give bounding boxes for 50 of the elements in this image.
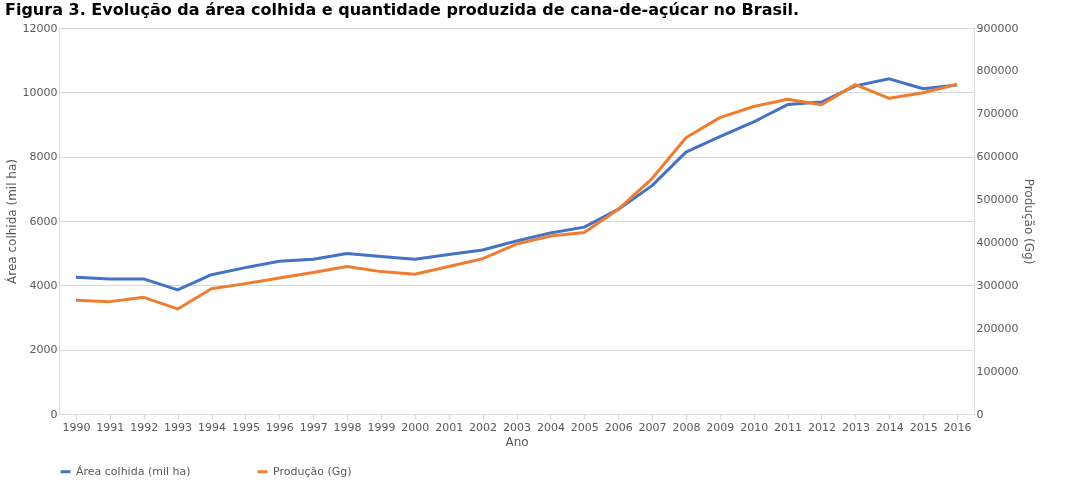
y-tick-label: 12000: [22, 21, 58, 35]
x-tick-label: 2005: [570, 420, 599, 434]
x-tick-label: 2007: [638, 420, 667, 434]
x-tick-label: 2016: [943, 420, 972, 434]
y2-tick-label: 600000: [976, 150, 1019, 164]
x-tick-label: 2015: [909, 420, 938, 434]
legend-label: Área colhida (mil ha): [76, 464, 191, 478]
x-axis-title: Ano: [505, 434, 529, 449]
y2-tick-label: 800000: [976, 64, 1019, 78]
y2-tick-label: 700000: [976, 107, 1019, 121]
x-tick-label: 2011: [774, 420, 803, 434]
x-tick-label: 2010: [740, 420, 769, 434]
y-tick-label: 10000: [22, 85, 58, 99]
y2-tick-label: 500000: [976, 193, 1019, 207]
x-tick-label: 2003: [503, 420, 531, 434]
x-tick-label: 2008: [672, 420, 701, 434]
x-tick-label: 1997: [299, 420, 328, 434]
y2-tick-label: 200000: [976, 321, 1019, 335]
x-tick-label: 1995: [231, 420, 260, 434]
x-tick-label: 1996: [265, 420, 294, 434]
x-tick-label: 2000: [401, 420, 430, 434]
x-tick-label: 2001: [435, 420, 464, 434]
y2-tick-label: 900000: [976, 21, 1019, 35]
legend-label: Produção (Gg): [273, 464, 352, 478]
x-tick-label: 1998: [333, 420, 362, 434]
x-tick-label: 1999: [367, 420, 396, 434]
x-tick-label: 2013: [841, 420, 870, 434]
x-tick-label: 2009: [706, 420, 735, 434]
x-tick-label: 2006: [604, 420, 633, 434]
x-tick-label: 1991: [96, 420, 125, 434]
y-tick-label: 8000: [29, 150, 58, 164]
y-tick-label: 0: [50, 407, 58, 421]
x-tick-label: 2012: [808, 420, 836, 434]
x-tick-label: 1990: [62, 420, 91, 434]
x-tick-label: 1994: [198, 420, 226, 434]
y2-tick-label: 300000: [976, 278, 1019, 292]
x-tick-label: 1992: [130, 420, 159, 434]
y2-axis-title: Produção (Gg): [1022, 178, 1037, 265]
x-tick-label: 1993: [164, 420, 193, 434]
y-tick-label: 2000: [29, 343, 58, 357]
x-tick-label: 2002: [469, 420, 498, 434]
y-tick-label: 4000: [29, 278, 58, 292]
y2-tick-label: 100000: [976, 364, 1019, 378]
y-axis-title: Área colhida (mil ha): [3, 159, 19, 284]
x-tick-label: 2004: [536, 420, 565, 434]
x-tick-label: 2014: [875, 420, 904, 434]
y2-tick-label: 0: [976, 407, 984, 421]
y-tick-label: 6000: [29, 214, 58, 228]
chart-title: Figura 3. Evolução da área colhida e quantidade produzida de cana-de-açúcar no Brasil.: [5, 0, 800, 19]
y2-tick-label: 400000: [976, 235, 1019, 249]
